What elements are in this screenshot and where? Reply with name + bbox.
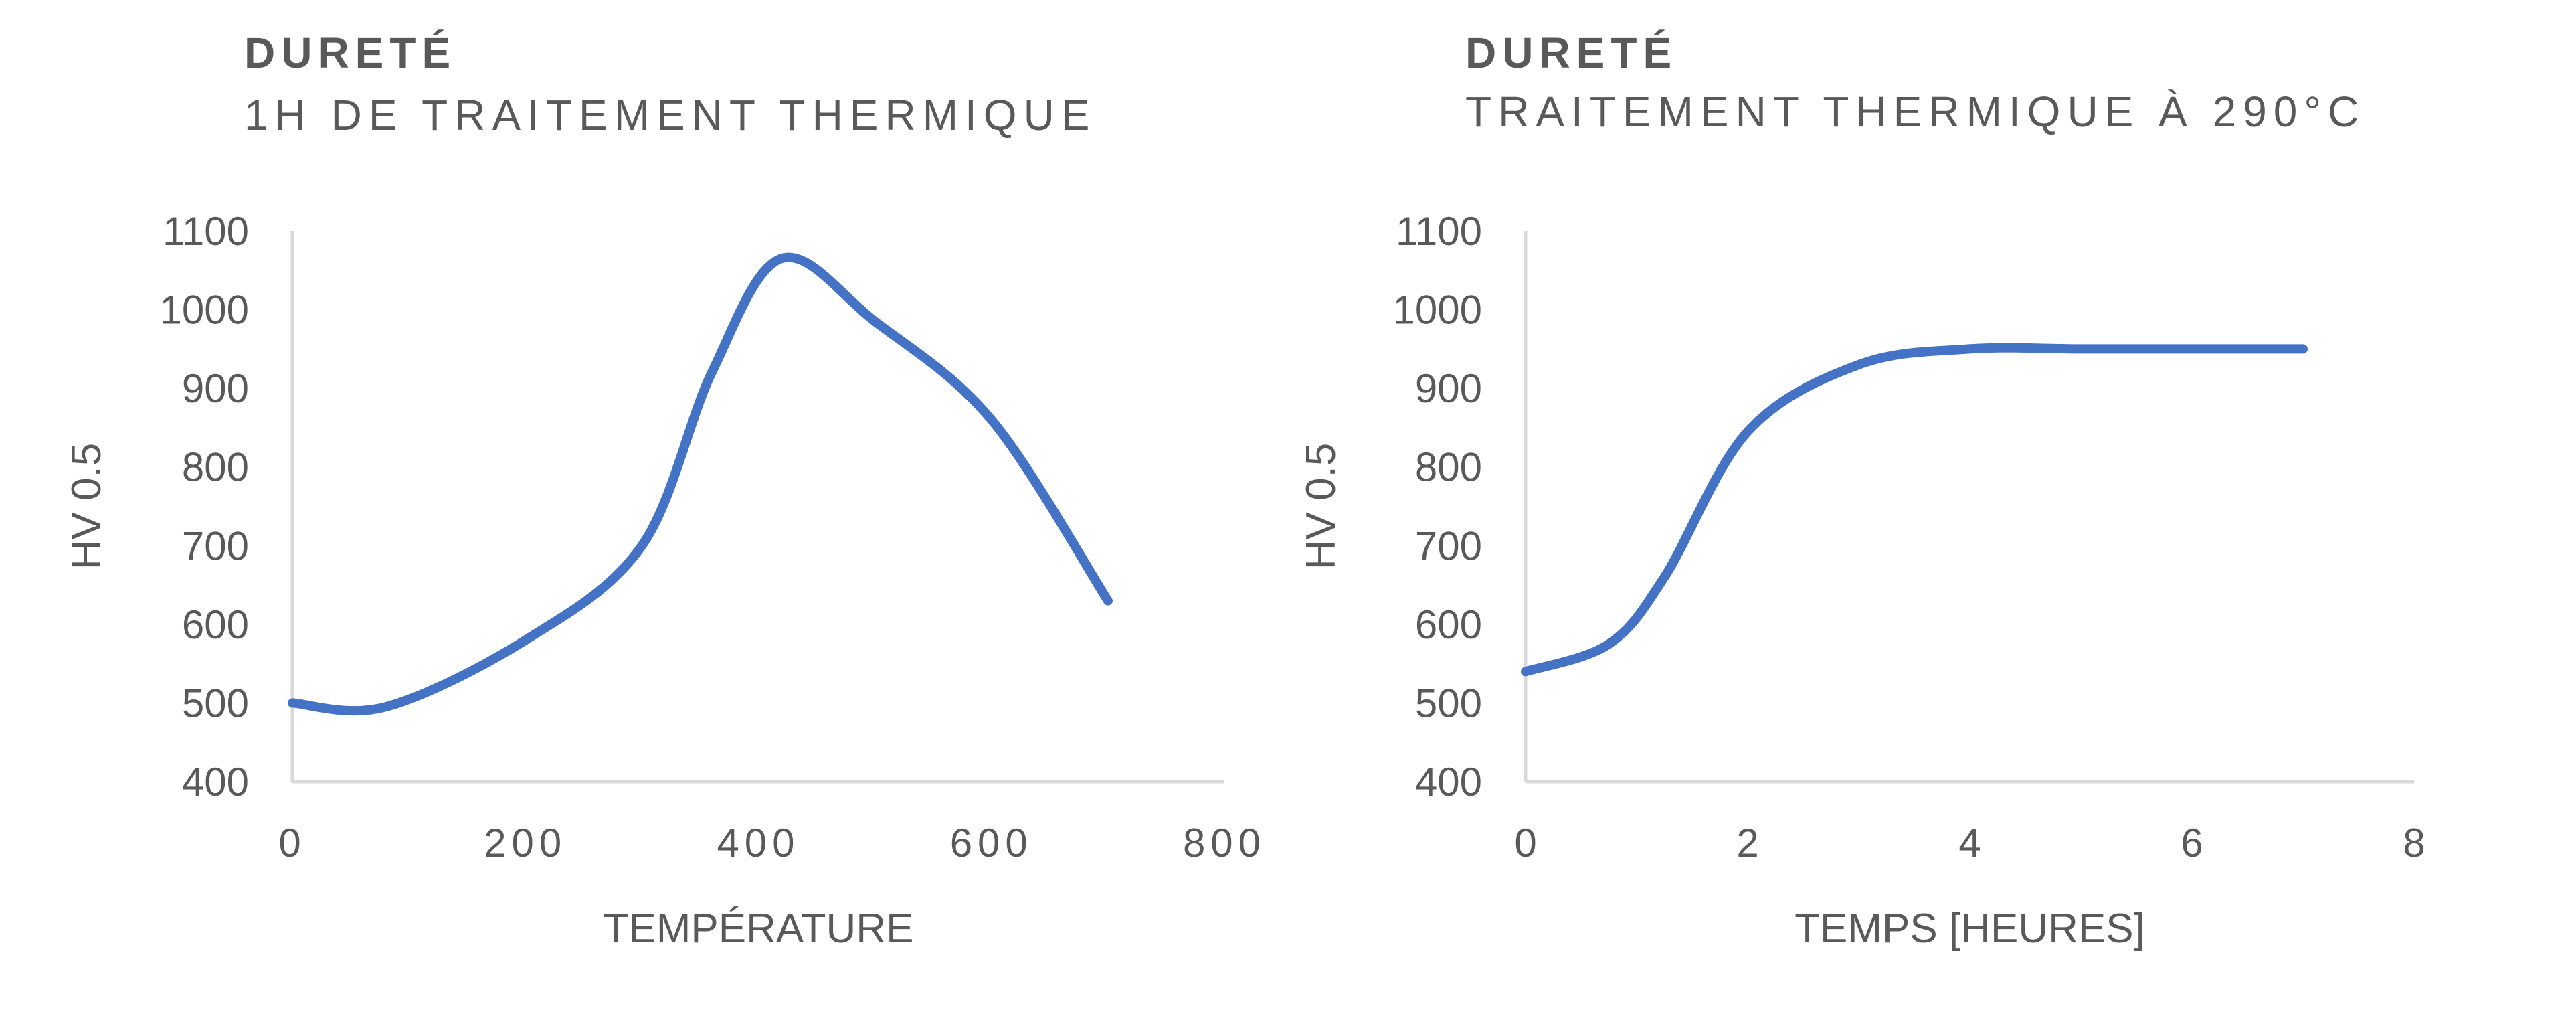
y-tick-label: 400 bbox=[1415, 760, 1482, 804]
x-tick-label: 400 bbox=[717, 821, 800, 865]
plot-area: 400 500 600 700 800 900 1000 1100 0 2 4 6 8 TEMPS [HE… bbox=[1298, 209, 2425, 952]
series-line bbox=[288, 252, 1113, 716]
x-tick-label: 4 bbox=[1958, 821, 1981, 865]
y-tick-label: 700 bbox=[182, 523, 249, 568]
y-tick-label: 1100 bbox=[163, 209, 249, 254]
chart-temperature: DURETÉ 1H DE TRAITEMENT THERMIQUE 400 500… bbox=[64, 29, 1266, 952]
y-tick-label: 800 bbox=[182, 445, 249, 490]
chart-subtitle: TRAITEMENT THERMIQUE À 290°C bbox=[1465, 88, 2366, 136]
x-tick-label: 200 bbox=[484, 821, 567, 865]
y-tick-label: 1000 bbox=[160, 288, 249, 333]
chart-time: DURETÉ TRAITEMENT THERMIQUE À 290°C 400 5… bbox=[1288, 0, 2576, 1024]
y-tick-label: 500 bbox=[182, 681, 249, 726]
x-tick-label: 600 bbox=[950, 821, 1033, 865]
x-tick-label: 8 bbox=[2403, 821, 2425, 865]
x-tick-label: 800 bbox=[1183, 821, 1266, 865]
x-tick-label: 6 bbox=[2181, 821, 2203, 865]
y-tick-label: 700 bbox=[1415, 523, 1482, 568]
y-tick-label: 400 bbox=[182, 760, 249, 804]
y-tick-label: 900 bbox=[1415, 366, 1482, 411]
x-tick-label: 0 bbox=[278, 821, 306, 865]
y-tick-label: 1000 bbox=[1393, 288, 1482, 333]
x-axis-label: TEMPÉRATURE bbox=[604, 906, 914, 952]
x-axis-label: TEMPS [HEURES] bbox=[1795, 906, 2145, 952]
y-tick-label: 800 bbox=[1415, 445, 1482, 490]
y-tick-label: 500 bbox=[1415, 681, 1482, 726]
series-line bbox=[1521, 343, 2308, 677]
chart-title: DURETÉ bbox=[244, 29, 457, 77]
y-axis-label: HV 0.5 bbox=[1298, 443, 1344, 570]
y-axis-label: HV 0.5 bbox=[64, 443, 110, 570]
chart-title: DURETÉ bbox=[1465, 29, 1678, 77]
y-tick-label: 600 bbox=[182, 602, 249, 647]
x-tick-label: 2 bbox=[1736, 821, 1758, 865]
x-tick-label: 0 bbox=[1514, 821, 1536, 865]
plot-area: 400 500 600 700 800 900 1000 1100 0 200 400 600 800 T… bbox=[64, 209, 1266, 952]
chart-subtitle: 1H DE TRAITEMENT THERMIQUE bbox=[244, 91, 1097, 139]
y-tick-label: 900 bbox=[182, 366, 249, 411]
y-tick-label: 1100 bbox=[1396, 209, 1482, 254]
y-tick-label: 600 bbox=[1415, 602, 1482, 647]
